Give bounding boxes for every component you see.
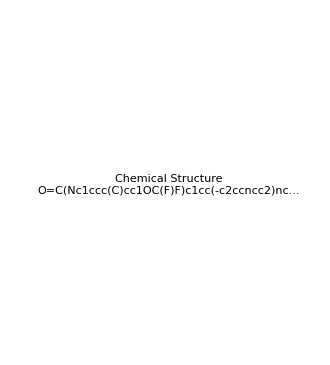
Text: Chemical Structure
O=C(Nc1ccc(C)cc1OC(F)F)c1cc(-c2ccncc2)nc...: Chemical Structure O=C(Nc1ccc(C)cc1OC(F)… bbox=[38, 173, 300, 195]
